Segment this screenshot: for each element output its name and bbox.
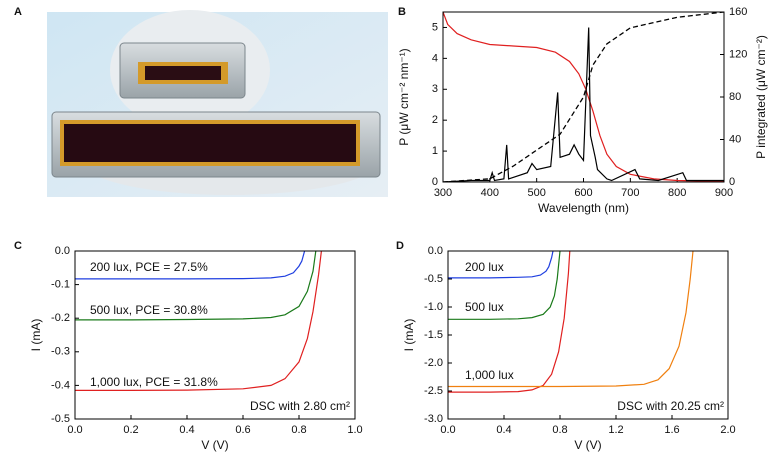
panel-label: D xyxy=(396,240,404,252)
y-tick-label: -2.0 xyxy=(424,357,443,369)
x-axis-label: Wavelength (nm) xyxy=(538,201,629,215)
y-tick-label: 3 xyxy=(432,83,438,95)
y-tick-label: -0.5 xyxy=(424,273,443,285)
y-tick-label: -0.4 xyxy=(51,379,70,391)
x-tick-label: 1.0 xyxy=(347,424,362,436)
y2-tick-label: 160 xyxy=(729,6,747,18)
annotation: 200 lux, PCE = 27.5% xyxy=(90,260,208,274)
y2-tick-label: 0 xyxy=(729,176,735,188)
y-tick-label: 5 xyxy=(432,21,438,33)
x-tick-label: 0.0 xyxy=(440,424,455,436)
y-tick-label: 1 xyxy=(432,145,438,157)
panel-label: B xyxy=(398,6,406,18)
series-line xyxy=(443,27,724,182)
y2-tick-label: 80 xyxy=(729,91,741,103)
annotation: DSC with 20.25 cm² xyxy=(617,399,724,413)
y-tick-label: -1.5 xyxy=(424,329,443,341)
x-tick-label: 700 xyxy=(621,187,639,199)
annotation: 500 lux xyxy=(465,300,504,314)
series-line xyxy=(448,251,571,393)
x-tick-label: 0.0 xyxy=(67,424,82,436)
y-axis-label: I (mA) xyxy=(29,319,43,352)
y-axis-label: P (μW cm⁻² nm⁻¹) xyxy=(397,48,411,145)
y-tick-label: -0.3 xyxy=(51,346,70,358)
series-line xyxy=(75,251,322,391)
annotation: 1,000 lux xyxy=(465,368,514,382)
y2-axis-label: P integrated (μW cm⁻²) xyxy=(754,35,768,159)
y-tick-label: -2.5 xyxy=(424,385,443,397)
y-tick-label: 0 xyxy=(432,176,438,188)
panel-label: C xyxy=(14,240,22,252)
annotation: 500 lux, PCE = 30.8% xyxy=(90,303,208,317)
y-tick-label: -0.1 xyxy=(51,279,70,291)
y-tick-label: 4 xyxy=(432,52,438,64)
x-tick-label: 2.0 xyxy=(720,424,735,436)
annotation: 200 lux xyxy=(465,260,504,274)
x-tick-label: 0.2 xyxy=(123,424,138,436)
y-tick-label: -3.0 xyxy=(424,413,443,425)
series-line xyxy=(75,251,317,321)
y-tick-label: 2 xyxy=(432,114,438,126)
y2-tick-label: 120 xyxy=(729,48,747,60)
series-line xyxy=(443,12,724,182)
x-tick-label: 600 xyxy=(574,187,592,199)
plot-frame xyxy=(74,250,356,420)
x-axis-label: V (V) xyxy=(201,438,228,452)
plot-frame xyxy=(442,11,725,183)
y-tick-label: -0.5 xyxy=(51,413,70,425)
y-tick-label: 0.0 xyxy=(55,245,70,257)
x-tick-label: 400 xyxy=(481,187,499,199)
y-tick-label: 0.0 xyxy=(428,245,443,257)
x-tick-label: 800 xyxy=(668,187,686,199)
series-line xyxy=(443,12,724,182)
panel-label: A xyxy=(14,6,22,18)
annotation: 1,000 lux, PCE = 31.8% xyxy=(90,375,218,389)
series-line xyxy=(448,251,561,320)
y-tick-label: -0.2 xyxy=(51,312,70,324)
x-tick-label: 300 xyxy=(434,187,452,199)
x-tick-label: 500 xyxy=(527,187,545,199)
photo xyxy=(47,10,388,197)
x-axis-label: V (V) xyxy=(574,438,601,452)
series-line xyxy=(448,251,694,388)
x-tick-label: 1.6 xyxy=(664,424,679,436)
plot-frame xyxy=(447,250,729,420)
x-tick-label: 0.8 xyxy=(552,424,567,436)
x-tick-label: 0.8 xyxy=(291,424,306,436)
series-line xyxy=(75,251,306,280)
y-axis-label: I (mA) xyxy=(402,319,416,352)
x-tick-label: 1.2 xyxy=(608,424,623,436)
x-tick-label: 0.4 xyxy=(179,424,194,436)
x-tick-label: 0.4 xyxy=(496,424,511,436)
annotation: DSC with 2.80 cm² xyxy=(250,399,350,413)
series-line xyxy=(448,251,554,279)
x-tick-label: 0.6 xyxy=(235,424,250,436)
x-tick-label: 900 xyxy=(715,187,733,199)
y2-tick-label: 40 xyxy=(729,133,741,145)
y-tick-label: -1.0 xyxy=(424,301,443,313)
